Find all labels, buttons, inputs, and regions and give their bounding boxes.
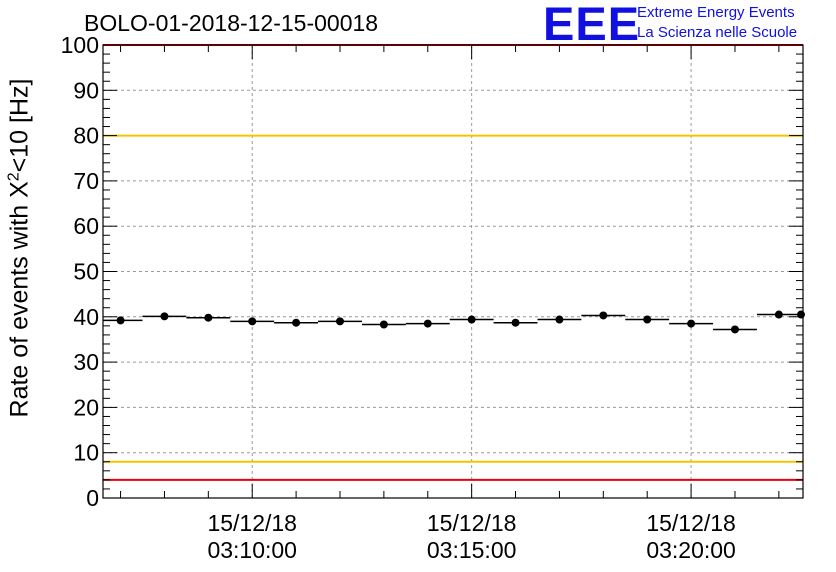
y-tick-label: 20 <box>73 394 99 420</box>
y-tick-label: 90 <box>73 77 99 103</box>
logo-caption: Extreme Energy Events La Scienza nelle S… <box>637 3 797 43</box>
y-tick-label: 10 <box>73 440 99 466</box>
y-tick-label: 50 <box>73 259 99 285</box>
data-point <box>335 317 344 326</box>
data-point <box>116 316 125 325</box>
data-point <box>599 311 608 320</box>
x-tick-time-label: 03:15:00 <box>427 537 517 563</box>
data-point <box>467 315 476 324</box>
data-point <box>292 318 301 327</box>
data-point <box>687 319 696 328</box>
y-tick-label: 40 <box>73 304 99 330</box>
y-tick-label: 60 <box>73 213 99 239</box>
x-tick-date-label: 15/12/18 <box>646 510 736 536</box>
y-tick-label: 70 <box>73 168 99 194</box>
logo-caption-line2: La Scienza nelle Scuole <box>637 24 798 41</box>
y-tick-label: 100 <box>61 32 99 58</box>
y-tick-label: 30 <box>73 349 99 375</box>
x-tick-date-label: 15/12/18 <box>427 510 517 536</box>
data-point <box>774 310 783 319</box>
data-point <box>204 313 213 322</box>
chart-title: BOLO-01-2018-12-15-00018 <box>84 10 379 36</box>
data-point <box>555 315 564 324</box>
x-tick-time-label: 03:10:00 <box>207 537 297 563</box>
data-point <box>797 310 805 319</box>
x-tick-date-label: 15/12/18 <box>207 510 297 536</box>
data-point <box>511 318 520 327</box>
eee-logo: EEE <box>543 0 641 50</box>
y-tick-label: 80 <box>73 123 99 149</box>
logo-caption-line1: Extreme Energy Events <box>637 4 795 21</box>
data-point <box>643 315 652 324</box>
y-tick-label: 0 <box>86 485 99 511</box>
x-tick-time-label: 03:20:00 <box>646 537 736 563</box>
data-point <box>379 320 388 329</box>
data-point <box>730 325 739 334</box>
data-point <box>423 319 432 328</box>
data-point <box>160 312 169 321</box>
data-point <box>248 317 257 326</box>
